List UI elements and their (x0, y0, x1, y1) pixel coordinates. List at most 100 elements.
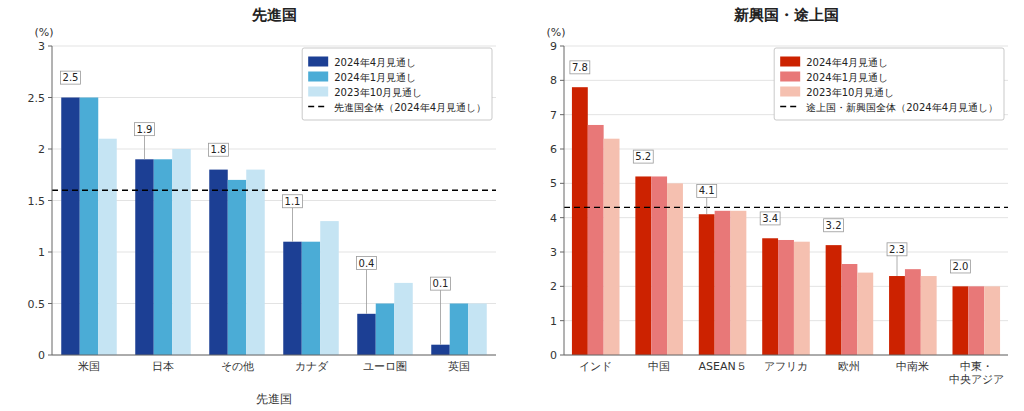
bar (450, 304, 469, 356)
bar (302, 242, 321, 355)
reference-line (564, 207, 1008, 208)
grid-line (564, 149, 1008, 150)
legend-label: 2024年4月見通し (806, 57, 888, 68)
bar (842, 264, 858, 355)
y-tick-label: 2 (550, 280, 557, 293)
data-label-box (570, 61, 590, 74)
x-tick-label-line: アフリカ (764, 360, 808, 373)
bar (246, 170, 265, 355)
bar (468, 304, 487, 356)
y-tick-label: 0 (550, 349, 557, 362)
legend-label: 2023年10月見通し (334, 87, 422, 98)
x-tick-label: 日本 (152, 360, 174, 373)
x-tick-label-line: 欧州 (838, 360, 860, 373)
tick-mark (560, 217, 564, 218)
x-tick-label: 米国 (78, 360, 100, 373)
bar (731, 211, 747, 355)
bar (857, 273, 873, 355)
tick-mark (560, 149, 564, 150)
bar (635, 176, 651, 355)
bar (921, 276, 937, 355)
legend-swatch (780, 72, 800, 82)
grid-line (52, 252, 496, 253)
tick-mark (560, 286, 564, 287)
tick-mark (560, 114, 564, 115)
bar (98, 139, 117, 355)
data-label-box (357, 257, 377, 270)
tick-mark (560, 183, 564, 184)
data-label-box (824, 219, 844, 232)
tick-mark (560, 320, 564, 321)
bar (154, 159, 173, 355)
x-tick-label: ASEAN５ (698, 360, 746, 373)
data-label-box (209, 143, 229, 156)
grid-line (564, 217, 1008, 218)
grid-line (52, 303, 496, 304)
y-tick-label: 8 (550, 74, 557, 87)
tick-mark (48, 303, 52, 304)
grid-line (52, 200, 496, 201)
bar (172, 149, 191, 355)
data-label: 4.1 (699, 185, 715, 196)
bar (283, 242, 302, 355)
bars (52, 98, 496, 356)
x-tick-label-line: 米国 (78, 360, 100, 373)
x-tick-label: 中南米 (896, 360, 929, 373)
data-label: 2.3 (889, 244, 905, 255)
y-tick-label: 7 (550, 109, 557, 122)
data-label: 7.8 (572, 62, 588, 73)
tick-mark (48, 46, 52, 47)
data-label-box (135, 123, 155, 136)
data-label: 1.1 (285, 196, 301, 207)
y-tick-label: 1 (550, 315, 557, 328)
bar (209, 170, 228, 355)
grid-line (52, 46, 496, 47)
x-tick-label-line: 中央アジア (949, 373, 1004, 386)
bar (588, 125, 604, 355)
x-tick-label-line: インド (579, 360, 612, 373)
data-label: 1.9 (137, 124, 153, 135)
bar (135, 159, 154, 355)
bar (826, 245, 842, 355)
x-axis (52, 355, 496, 356)
x-tick-label: その他 (221, 360, 254, 373)
legend-label: 2024年4月見通し (334, 57, 416, 68)
tick-mark (560, 252, 564, 253)
data-label-box (283, 195, 303, 208)
data-label-box (61, 71, 81, 84)
legend: 2024年4月見通し2024年1月見通し2023年10月見通し途上国・新興国全体… (774, 48, 1004, 120)
bar (572, 87, 588, 355)
leader-line (366, 270, 367, 314)
legend-label: 途上国・新興国全体（2024年4月見通し） (806, 102, 998, 113)
x-tick-label: カナダ (295, 360, 329, 373)
bar (604, 139, 620, 355)
grid-line (564, 46, 1008, 47)
title: 新興国・途上国 (733, 6, 839, 24)
x-tick-label-line: その他 (221, 360, 254, 373)
bar (762, 238, 778, 355)
x-tick-label-line: ユーロ圏 (363, 360, 407, 373)
data-label-box (431, 277, 451, 290)
legend-label: 2024年1月見通し (334, 72, 416, 83)
bar (794, 242, 810, 355)
x-tick-label-line: カナダ (295, 360, 329, 373)
y-tick-label: 3 (550, 246, 557, 259)
legend-label: 2024年1月見通し (806, 72, 888, 83)
x-tick-label: インド (579, 360, 612, 373)
chart-panel: 0123456789インド中国ASEAN５アフリカ欧州中南米中東・中央アジア7.… (546, 6, 1008, 386)
bar (357, 314, 376, 355)
y-axis-label: (%) (34, 26, 53, 39)
bar (80, 98, 99, 356)
y-tick-label: 5 (550, 177, 557, 190)
y-axis (564, 46, 565, 355)
y-tick-label: 4 (550, 212, 557, 225)
y-tick-label: 0 (38, 349, 45, 362)
leader-line (144, 136, 145, 160)
data-label-box (760, 212, 780, 225)
legend-swatch (308, 106, 328, 107)
data-label: 2.5 (63, 72, 79, 83)
data-label-box (950, 260, 970, 273)
legend-box (302, 48, 492, 120)
data-label: 0.1 (433, 278, 449, 289)
bar (905, 269, 921, 355)
